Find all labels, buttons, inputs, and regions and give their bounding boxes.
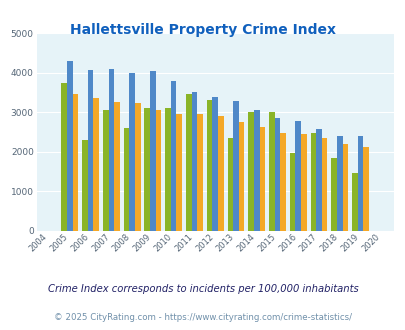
Bar [310,133,315,231]
Bar [227,138,232,231]
Bar [295,121,301,231]
Bar [93,98,99,231]
Bar [301,134,306,231]
Bar [171,81,176,231]
Bar [321,138,327,231]
Bar [114,102,119,231]
Bar [144,108,150,231]
Bar [274,118,279,231]
Bar [232,101,238,231]
Text: © 2025 CityRating.com - https://www.cityrating.com/crime-statistics/: © 2025 CityRating.com - https://www.city… [54,313,351,322]
Bar [191,92,197,231]
Bar [72,94,78,231]
Bar [134,103,140,231]
Bar [336,136,342,231]
Bar [330,158,336,231]
Bar [155,110,161,231]
Bar [238,122,244,231]
Bar [150,71,155,231]
Bar [269,112,274,231]
Bar [248,112,253,231]
Bar [362,147,368,231]
Bar [185,94,191,231]
Bar [61,82,67,231]
Bar [259,127,264,231]
Bar [197,114,202,231]
Bar [351,173,357,231]
Bar [165,108,171,231]
Bar [279,133,285,231]
Bar [212,97,217,231]
Bar [87,70,93,231]
Bar [124,128,129,231]
Bar [129,73,134,231]
Text: Hallettsville Property Crime Index: Hallettsville Property Crime Index [70,23,335,37]
Bar [176,114,181,231]
Bar [217,116,223,231]
Bar [315,129,321,231]
Bar [108,69,114,231]
Bar [82,140,87,231]
Bar [102,110,108,231]
Bar [206,100,212,231]
Bar [289,153,295,231]
Bar [357,136,362,231]
Bar [342,144,347,231]
Bar [67,61,72,231]
Text: Crime Index corresponds to incidents per 100,000 inhabitants: Crime Index corresponds to incidents per… [47,284,358,294]
Bar [253,110,259,231]
